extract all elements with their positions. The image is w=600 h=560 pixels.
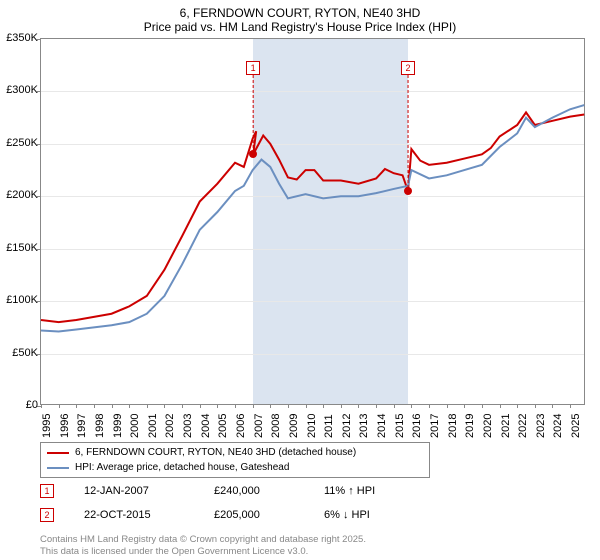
y-axis-label: £250K xyxy=(0,137,38,149)
event-row-2: 2 22-OCT-2015 £205,000 6% ↓ HPI xyxy=(40,508,585,522)
event-marker-2: 2 xyxy=(40,508,54,522)
x-axis-label: 2018 xyxy=(447,414,459,438)
event-diff-2: 6% ↓ HPI xyxy=(324,509,454,521)
x-axis-label: 2006 xyxy=(235,414,247,438)
legend-swatch-red xyxy=(47,452,69,454)
event-price-1: £240,000 xyxy=(214,485,324,497)
y-axis-label: £200K xyxy=(0,189,38,201)
title-line1: 6, FERNDOWN COURT, RYTON, NE40 3HD xyxy=(0,6,600,20)
legend-swatch-blue xyxy=(47,467,69,469)
x-axis-label: 2001 xyxy=(147,414,159,438)
event-date-2: 22-OCT-2015 xyxy=(84,509,214,521)
x-axis-label: 2013 xyxy=(358,414,370,438)
footer-attribution: Contains HM Land Registry data © Crown c… xyxy=(40,534,366,557)
x-axis-label: 2016 xyxy=(411,414,423,438)
event-row-1: 1 12-JAN-2007 £240,000 11% ↑ HPI xyxy=(40,484,585,498)
y-axis-label: £100K xyxy=(0,294,38,306)
x-axis-label: 2002 xyxy=(164,414,176,438)
event-dot xyxy=(404,187,412,195)
x-axis-label: 2004 xyxy=(200,414,212,438)
x-axis-label: 1996 xyxy=(59,414,71,438)
x-axis-label: 2014 xyxy=(376,414,388,438)
y-axis-label: £350K xyxy=(0,32,38,44)
event-price-2: £205,000 xyxy=(214,509,324,521)
x-axis-label: 2019 xyxy=(464,414,476,438)
y-axis-label: £0 xyxy=(0,399,38,411)
event-date-1: 12-JAN-2007 xyxy=(84,485,214,497)
legend-item-blue: HPI: Average price, detached house, Gate… xyxy=(47,460,423,475)
x-axis-label: 1998 xyxy=(94,414,106,438)
x-axis-label: 1999 xyxy=(112,414,124,438)
footer-line1: Contains HM Land Registry data © Crown c… xyxy=(40,534,366,545)
series-blue xyxy=(41,105,584,331)
legend-label-blue: HPI: Average price, detached house, Gate… xyxy=(75,462,289,473)
title-line2: Price paid vs. HM Land Registry's House … xyxy=(0,20,600,34)
x-axis-label: 2007 xyxy=(253,414,265,438)
price-chart: 1995199619971998199920002001200220032004… xyxy=(40,38,585,405)
x-axis-label: 2015 xyxy=(394,414,406,438)
event-marker-box: 1 xyxy=(246,61,260,75)
x-axis-label: 2011 xyxy=(323,414,335,438)
y-axis-label: £50K xyxy=(0,347,38,359)
event-diff-1: 11% ↑ HPI xyxy=(324,485,454,497)
x-axis-label: 2020 xyxy=(482,414,494,438)
x-axis-label: 2025 xyxy=(570,414,582,438)
x-axis-label: 2010 xyxy=(306,414,318,438)
x-axis-label: 2005 xyxy=(217,414,229,438)
event-marker-box: 2 xyxy=(401,61,415,75)
legend-label-red: 6, FERNDOWN COURT, RYTON, NE40 3HD (deta… xyxy=(75,447,356,458)
x-axis-label: 2009 xyxy=(288,414,300,438)
event-dot xyxy=(249,150,257,158)
legend-item-red: 6, FERNDOWN COURT, RYTON, NE40 3HD (deta… xyxy=(47,445,423,460)
x-axis-label: 2008 xyxy=(270,414,282,438)
event-marker-1: 1 xyxy=(40,484,54,498)
x-axis-label: 2023 xyxy=(535,414,547,438)
x-axis-label: 1997 xyxy=(76,414,88,438)
x-axis-label: 2024 xyxy=(552,414,564,438)
legend: 6, FERNDOWN COURT, RYTON, NE40 3HD (deta… xyxy=(40,442,430,478)
chart-lines xyxy=(41,39,584,404)
footer-line2: This data is licensed under the Open Gov… xyxy=(40,546,366,557)
x-axis-label: 2017 xyxy=(429,414,441,438)
x-axis-label: 2000 xyxy=(129,414,141,438)
x-axis-label: 2021 xyxy=(500,414,512,438)
x-axis-label: 2003 xyxy=(182,414,194,438)
y-axis-label: £150K xyxy=(0,242,38,254)
x-axis-label: 2022 xyxy=(517,414,529,438)
x-axis-label: 1995 xyxy=(41,414,53,438)
y-axis-label: £300K xyxy=(0,84,38,96)
x-axis-label: 2012 xyxy=(341,414,353,438)
chart-title: 6, FERNDOWN COURT, RYTON, NE40 3HD Price… xyxy=(0,0,600,36)
